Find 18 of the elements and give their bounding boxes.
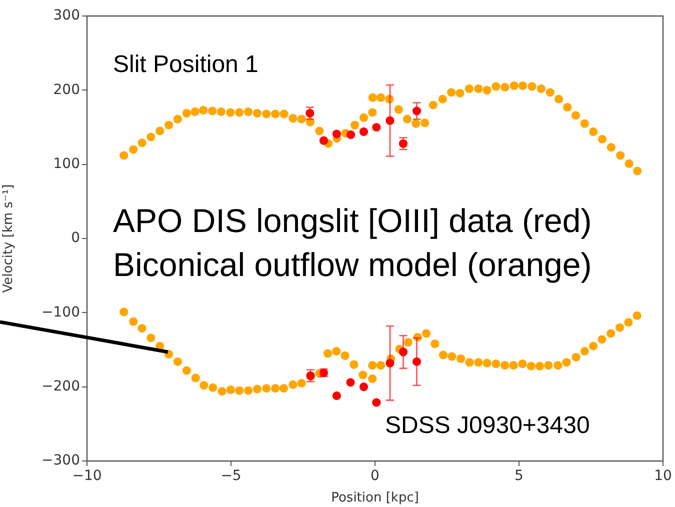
x-tick-label: 0 <box>370 468 380 484</box>
y-tick-label: −200 <box>42 378 80 394</box>
annotation: APO DIS longslit [OIII] data (red) <box>113 202 592 239</box>
x-tick-label: 5 <box>514 468 524 484</box>
y-axis-title: Velocity [km s⁻¹] <box>1 184 16 293</box>
x-axis-title: Position [kpc] <box>331 490 419 506</box>
y-tick-label: 300 <box>53 8 80 24</box>
x-tick-label: −10 <box>72 468 102 484</box>
y-tick-label: −100 <box>42 304 80 320</box>
y-tick-label: 100 <box>53 156 80 172</box>
annotation: SDSS J0930+3430 <box>385 412 590 439</box>
x-tick-label: −5 <box>220 468 242 484</box>
annotation: Biconical outflow model (orange) <box>113 246 592 283</box>
x-tick-label: 10 <box>654 468 672 484</box>
y-tick-label: 0 <box>71 230 80 246</box>
y-tick-label: −300 <box>42 452 80 469</box>
annotation: Slit Position 1 <box>113 51 258 78</box>
y-tick-label: 200 <box>53 82 80 98</box>
